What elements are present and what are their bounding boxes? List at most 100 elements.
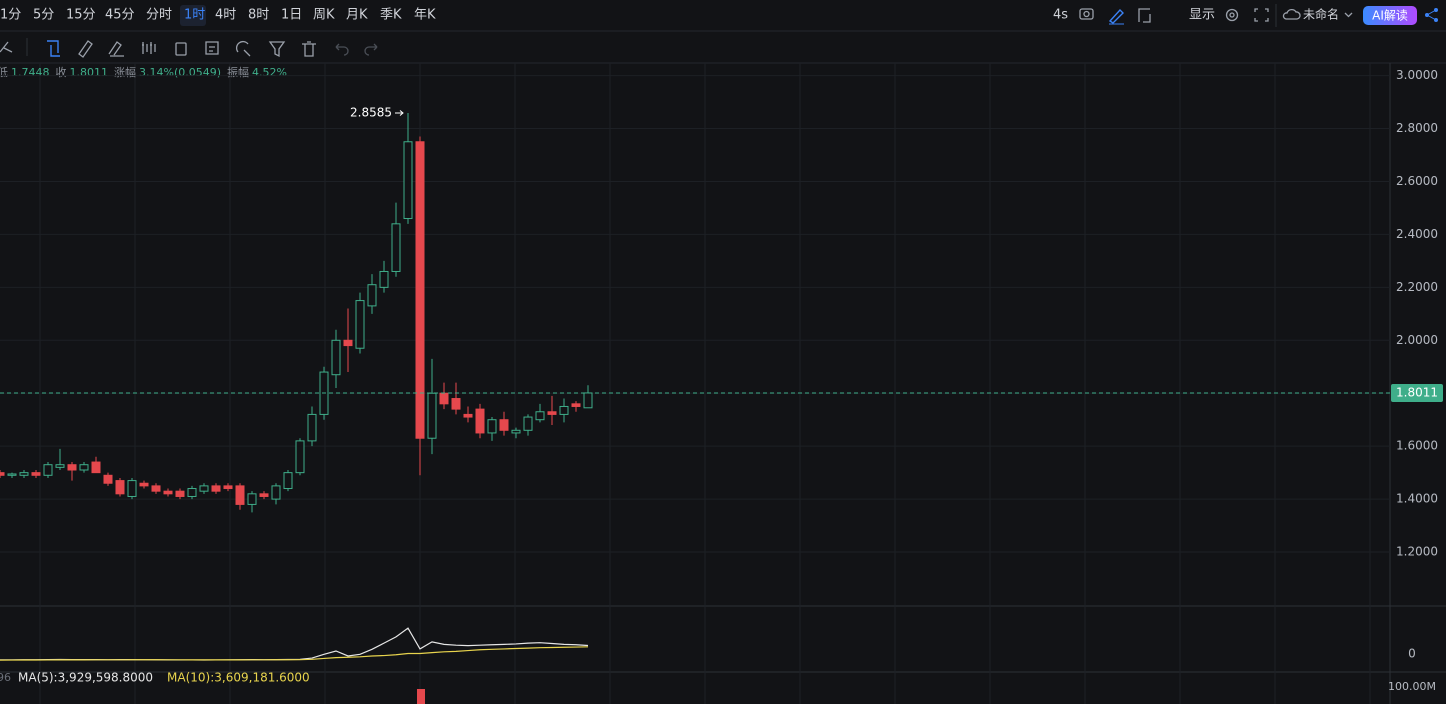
candle-body <box>547 411 557 415</box>
undo-button[interactable] <box>335 43 349 56</box>
candle-body <box>523 416 533 431</box>
clipboard-tool[interactable] <box>175 42 187 56</box>
interval-active-bg <box>180 5 206 26</box>
fullscreen-icon[interactable] <box>1254 8 1269 22</box>
candle-body <box>259 493 269 497</box>
info-label: 低 <box>0 66 8 79</box>
pen-tool[interactable] <box>78 40 93 58</box>
draw-icon[interactable] <box>1108 8 1124 25</box>
drawing-toolbar <box>0 38 1446 64</box>
candle-body <box>415 141 425 439</box>
y-tick-label: 2.8000 <box>1396 121 1438 135</box>
dropdown-icon[interactable] <box>1344 12 1353 18</box>
ai-button-label[interactable]: AI解读 <box>1372 9 1408 23</box>
candle-body <box>307 413 317 442</box>
candle-body <box>0 472 5 476</box>
cloud-icon[interactable] <box>1282 8 1301 20</box>
brush-tool[interactable] <box>108 41 124 57</box>
interval-tab[interactable]: 8时 <box>248 8 269 23</box>
y-tick-label: 2.2000 <box>1396 280 1438 294</box>
interval-tab[interactable]: 分时 <box>146 8 172 23</box>
high-annotation: 2.8585 <box>350 106 392 120</box>
candle-body <box>499 419 509 431</box>
candle-body <box>151 485 161 492</box>
candle-body <box>331 339 341 376</box>
interval-tab[interactable]: 1分 <box>0 8 21 23</box>
interval-tab[interactable]: 月K <box>346 8 368 23</box>
select-tool[interactable] <box>47 40 60 57</box>
candle-tool[interactable] <box>142 42 156 54</box>
legend-entry: MA(5):3,929,598.8000 <box>18 671 153 685</box>
interval-tab[interactable]: 年K <box>414 8 436 23</box>
candle-body <box>439 392 449 405</box>
settings-icon[interactable] <box>1225 8 1239 22</box>
candle-body <box>223 485 233 490</box>
candle-body <box>403 141 413 220</box>
candle-body <box>295 440 305 474</box>
info-label: 振幅 <box>227 65 249 79</box>
candle-body <box>535 411 545 421</box>
interval-tab[interactable]: 周K <box>313 8 335 23</box>
last-price-box <box>1391 383 1443 402</box>
candle-body <box>79 464 89 471</box>
info-label: 涨幅 <box>114 66 136 79</box>
high-arrow <box>395 110 404 116</box>
candle-body <box>367 284 377 307</box>
candle-body <box>271 485 281 500</box>
ai-button[interactable] <box>1363 6 1417 25</box>
candle-body <box>55 464 65 468</box>
candle-body <box>43 464 53 476</box>
y-tick-label: 2.4000 <box>1396 227 1438 241</box>
refresh-rate[interactable]: 4s <box>1053 8 1068 23</box>
display-menu[interactable]: 显示 <box>1189 8 1215 23</box>
info-value: 3.14%(0.0549) <box>139 66 221 79</box>
candle-body <box>379 270 389 288</box>
legend-entry: MA(10):3,609,181.6000 <box>167 671 310 685</box>
magnet-tool[interactable] <box>235 40 251 57</box>
info-value: 1.7448 <box>11 66 50 79</box>
interval-tab[interactable]: 4时 <box>215 8 236 23</box>
candle-body <box>91 461 101 474</box>
candle-body <box>487 419 497 434</box>
candle-body <box>463 413 473 418</box>
candle-body <box>139 482 149 487</box>
interval-tab[interactable]: 45分 <box>105 8 135 23</box>
window-icon[interactable] <box>1138 8 1151 23</box>
volume-axis-label: 100.00M <box>1388 680 1436 693</box>
candle-body <box>559 405 569 415</box>
redo-button[interactable] <box>364 43 378 56</box>
ohlc-info: 低 1.7448 收 1.8011 涨幅 3.14%(0.0549) 振幅 4.52% <box>0 65 287 79</box>
interval-tab[interactable]: 5分 <box>33 8 54 23</box>
candle-body <box>127 480 137 497</box>
candle-body <box>235 485 245 505</box>
cut-label: 96 <box>0 671 11 684</box>
candle-body <box>103 474 113 484</box>
top-toolbar: 4s 显示 未命名 AI解读 <box>0 4 1446 32</box>
info-value: 1.8011 <box>70 66 109 79</box>
ma-line <box>0 646 589 661</box>
y-tick-label: 2.6000 <box>1396 174 1438 188</box>
share-icon[interactable] <box>1425 8 1438 22</box>
interval-tab[interactable]: 1日 <box>281 8 302 23</box>
interval-tab[interactable]: 15分 <box>66 8 96 23</box>
info-value: 4.52% <box>252 66 287 79</box>
interval-tab[interactable]: 季K <box>380 8 402 23</box>
candle-body <box>31 472 41 476</box>
layout-name[interactable]: 未命名 <box>1303 7 1339 22</box>
filter-tool[interactable] <box>268 41 286 58</box>
y-tick-label: 2.0000 <box>1396 333 1438 347</box>
line-tool[interactable] <box>0 41 13 53</box>
candle-body <box>511 429 521 434</box>
candle-body <box>199 485 209 492</box>
note-tool[interactable] <box>205 41 219 55</box>
delete-tool[interactable] <box>302 41 316 57</box>
camera-icon[interactable] <box>1079 8 1094 20</box>
interval-tab[interactable]: 1时 <box>184 8 205 23</box>
y-tick-label: 1.4000 <box>1396 492 1438 506</box>
candle-body <box>343 339 353 347</box>
candle-body <box>283 472 293 490</box>
y-tick-label: 3.0000 <box>1396 68 1438 82</box>
y-tick-label: 0 <box>1408 646 1416 660</box>
y-tick-label: 1.2000 <box>1396 545 1438 559</box>
